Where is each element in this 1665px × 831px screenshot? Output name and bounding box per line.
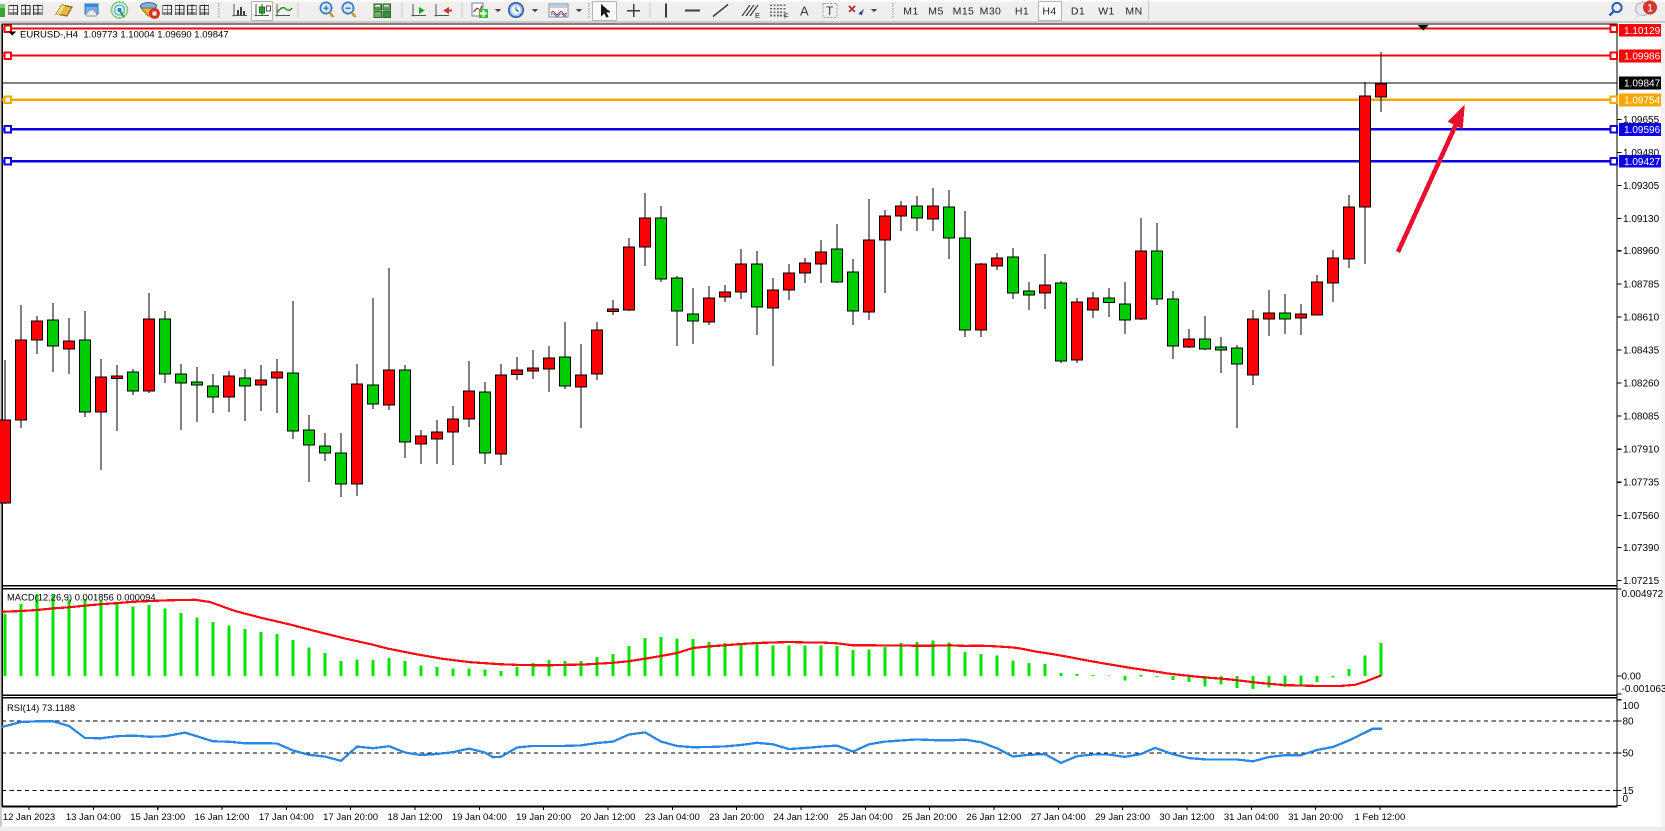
svg-text:T: T bbox=[826, 4, 834, 18]
svg-text:M5: M5 bbox=[928, 6, 943, 18]
svg-text:EURUSD-,H4 1.09773 1.10004 1.: EURUSD-,H4 1.09773 1.10004 1.09690 1.098… bbox=[20, 30, 229, 41]
svg-text:1.07735: 1.07735 bbox=[1623, 478, 1660, 489]
svg-text:31 Jan 04:00: 31 Jan 04:00 bbox=[1224, 812, 1279, 823]
svg-text:RSI(14) 73.1188: RSI(14) 73.1188 bbox=[7, 702, 75, 713]
svg-text:23 Jan 04:00: 23 Jan 04:00 bbox=[645, 812, 700, 823]
svg-text:27 Jan 04:00: 27 Jan 04:00 bbox=[1031, 812, 1086, 823]
svg-text:1 Feb 12:00: 1 Feb 12:00 bbox=[1355, 812, 1406, 823]
svg-text:1.08960: 1.08960 bbox=[1623, 246, 1660, 257]
svg-text:31 Jan 20:00: 31 Jan 20:00 bbox=[1288, 812, 1343, 823]
svg-text:29 Jan 23:00: 29 Jan 23:00 bbox=[1095, 812, 1150, 823]
svg-text:30 Jan 12:00: 30 Jan 12:00 bbox=[1159, 812, 1214, 823]
svg-text:1.09986: 1.09986 bbox=[1624, 52, 1661, 63]
svg-text:1.08785: 1.08785 bbox=[1623, 279, 1660, 290]
svg-text:80: 80 bbox=[1623, 717, 1635, 728]
svg-text:25 Jan 20:00: 25 Jan 20:00 bbox=[902, 812, 957, 823]
svg-text:23 Jan 20:00: 23 Jan 20:00 bbox=[709, 812, 764, 823]
svg-text:1.09596: 1.09596 bbox=[1624, 125, 1661, 136]
svg-text:24 Jan 12:00: 24 Jan 12:00 bbox=[774, 812, 829, 823]
svg-text:17 Jan 04:00: 17 Jan 04:00 bbox=[259, 812, 314, 823]
svg-text:16 Jan 12:00: 16 Jan 12:00 bbox=[195, 812, 250, 823]
svg-text:1.07390: 1.07390 bbox=[1623, 543, 1660, 554]
svg-text:D1: D1 bbox=[1071, 6, 1085, 18]
svg-text:1.09130: 1.09130 bbox=[1623, 214, 1660, 225]
svg-text:1.09427: 1.09427 bbox=[1624, 157, 1661, 168]
svg-text:0.004972: 0.004972 bbox=[1622, 589, 1664, 600]
svg-text:20 Jan 12:00: 20 Jan 12:00 bbox=[581, 812, 636, 823]
svg-text:1.08610: 1.08610 bbox=[1623, 312, 1660, 323]
svg-text:1.09305: 1.09305 bbox=[1623, 181, 1660, 192]
svg-text:MN: MN bbox=[1125, 6, 1142, 18]
svg-text:1.10129: 1.10129 bbox=[1624, 26, 1661, 37]
svg-text:H1: H1 bbox=[1015, 6, 1029, 18]
svg-text:18 Jan 12:00: 18 Jan 12:00 bbox=[388, 812, 443, 823]
svg-text:19 Jan 20:00: 19 Jan 20:00 bbox=[516, 812, 571, 823]
svg-text:15: 15 bbox=[1623, 786, 1635, 797]
svg-text:17 Jan 20:00: 17 Jan 20:00 bbox=[323, 812, 378, 823]
svg-text:25 Jan 04:00: 25 Jan 04:00 bbox=[838, 812, 893, 823]
svg-text:13 Jan 04:00: 13 Jan 04:00 bbox=[66, 812, 121, 823]
svg-text:1.07910: 1.07910 bbox=[1623, 445, 1660, 456]
svg-text:W1: W1 bbox=[1098, 6, 1115, 18]
svg-text:26 Jan 12:00: 26 Jan 12:00 bbox=[966, 812, 1021, 823]
svg-text:E: E bbox=[755, 11, 760, 20]
svg-text:1: 1 bbox=[1647, 3, 1653, 15]
svg-text:H4: H4 bbox=[1042, 6, 1056, 18]
svg-text:M1: M1 bbox=[903, 6, 918, 18]
svg-text:-0.001063: -0.001063 bbox=[1622, 684, 1665, 695]
svg-text:1.08435: 1.08435 bbox=[1623, 345, 1660, 356]
svg-text:1.09480: 1.09480 bbox=[1623, 148, 1660, 159]
svg-text:M30: M30 bbox=[980, 6, 1002, 18]
svg-text:15 Jan 23:00: 15 Jan 23:00 bbox=[130, 812, 185, 823]
svg-text:50: 50 bbox=[1623, 748, 1635, 759]
svg-text:1.07215: 1.07215 bbox=[1623, 576, 1660, 587]
svg-text:19 Jan 04:00: 19 Jan 04:00 bbox=[452, 812, 507, 823]
svg-text:1.08085: 1.08085 bbox=[1623, 412, 1660, 423]
svg-text:1.09754: 1.09754 bbox=[1624, 96, 1661, 107]
svg-text:100: 100 bbox=[1623, 701, 1640, 712]
svg-text:0: 0 bbox=[1623, 794, 1629, 805]
svg-text:0.00: 0.00 bbox=[1622, 671, 1642, 682]
svg-text:MACD(12,26,9) 0.001856 0.00009: MACD(12,26,9) 0.001856 0.000094 bbox=[7, 592, 156, 603]
svg-text:M15: M15 bbox=[953, 6, 975, 18]
svg-text:1.07560: 1.07560 bbox=[1623, 511, 1660, 522]
svg-text:F: F bbox=[784, 12, 789, 21]
svg-text:1.09655: 1.09655 bbox=[1623, 115, 1660, 126]
svg-text:1.09847: 1.09847 bbox=[1624, 79, 1661, 90]
svg-text:12 Jan 2023: 12 Jan 2023 bbox=[3, 812, 55, 823]
svg-text:1.08260: 1.08260 bbox=[1623, 379, 1660, 390]
svg-text:A: A bbox=[800, 4, 809, 19]
